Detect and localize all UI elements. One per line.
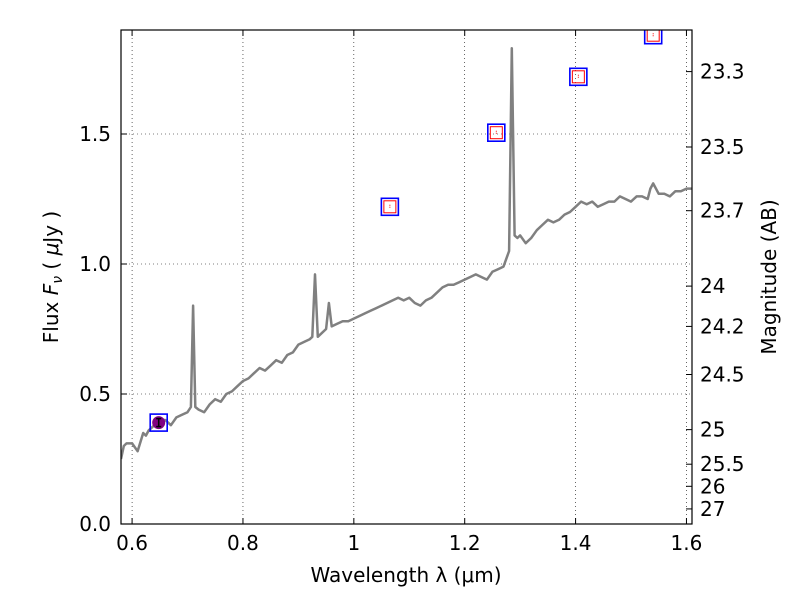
photometry-point: [487, 123, 506, 142]
magnitude-tick-label: 23.5: [700, 135, 745, 159]
x-tick-label: 0.8: [227, 531, 259, 555]
x-axis-title: Wavelength λ (μm): [310, 563, 501, 587]
magnitude-tick-label: 26: [700, 474, 725, 498]
x-tick-label: 1.6: [671, 531, 703, 555]
photometry-point: [380, 197, 400, 217]
magnitude-tick-label: 25.5: [700, 452, 745, 476]
spectrum-line: [121, 46, 692, 460]
y-tick-label: 0.0: [79, 512, 111, 536]
model-flux-square: [643, 30, 663, 45]
x-tick-label: 0.6: [116, 531, 148, 555]
observed-flux-square: [646, 30, 660, 42]
y-tick-label: 1.5: [79, 122, 111, 146]
y-tick-label: 1.0: [79, 252, 111, 276]
x-tick-label: 1.2: [449, 531, 481, 555]
observed-flux-square: [489, 126, 503, 140]
magnitude-tick-label: 27: [700, 497, 725, 521]
magnitude-tick-label: 24.5: [700, 363, 745, 387]
y-axis-title: Flux Fν ( μJy ): [39, 211, 66, 343]
x-axis-ticks: 0.6 0.8 1 1.2 1.4 1.6: [116, 30, 702, 555]
y-axis-ticks: 0.0 0.5 1.0 1.5: [79, 122, 127, 536]
magnitude-tick-label: 24.2: [700, 314, 745, 338]
observed-flux-square: [383, 200, 397, 214]
series-layer: [121, 30, 692, 460]
x-tick-label: 1.4: [560, 531, 592, 555]
magnitude-tick-label: 24: [700, 274, 725, 298]
magnitude-tick-label: 23.7: [700, 199, 745, 223]
photometry-point: [149, 413, 168, 432]
x-tick-label: 1: [347, 531, 360, 555]
photometry-point: [569, 67, 588, 87]
magnitude-axis-title: Magnitude (AB): [757, 199, 781, 354]
model-flux-square: [569, 67, 588, 87]
plot-frame: [120, 29, 693, 525]
model-flux-square: [380, 197, 400, 217]
magnitude-tick-label: 25: [700, 418, 725, 442]
magnitude-tick-label: 23.3: [700, 60, 745, 84]
observed-flux-square: [571, 70, 585, 84]
y-tick-label: 0.5: [79, 382, 111, 406]
grid-lines: [121, 30, 692, 525]
photometry-point: [643, 30, 663, 45]
model-flux-square: [149, 413, 168, 432]
model-flux-square: [487, 123, 506, 142]
